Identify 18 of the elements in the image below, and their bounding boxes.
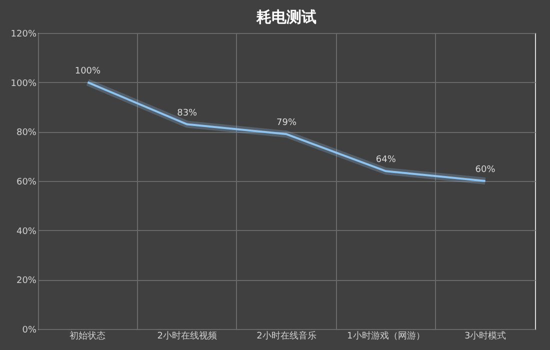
- x-tick-label: 1小时游戏（网游）: [347, 330, 425, 342]
- y-tick-label: 40%: [16, 226, 37, 237]
- text: 79%: [276, 118, 297, 128]
- y-tick-label: 80%: [16, 128, 37, 138]
- y-tick-label: 100%: [10, 78, 37, 89]
- x-tick-label: 3小时模式: [464, 330, 506, 342]
- y-tick-label: 120%: [10, 30, 37, 40]
- chart-title: 耗电测试: [256, 8, 316, 26]
- x-tick-label: 2小时在线视频: [157, 330, 217, 342]
- y-tick-label: 0%: [22, 326, 37, 336]
- text: 60%: [475, 165, 496, 175]
- y-tick-label: 20%: [16, 276, 37, 286]
- text: 64%: [376, 155, 396, 166]
- text: 100%: [74, 66, 101, 76]
- text: 83%: [177, 108, 198, 118]
- x-tick-label: 2小时在线音乐: [256, 330, 316, 342]
- y-tick-label: 60%: [16, 178, 37, 188]
- x-tick-label: 初始状态: [70, 330, 106, 342]
